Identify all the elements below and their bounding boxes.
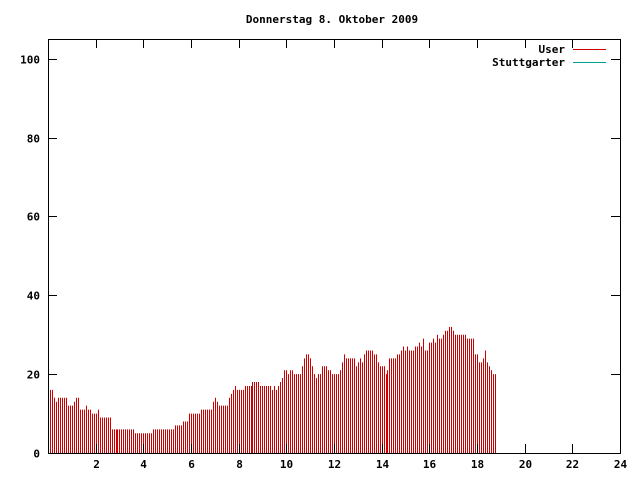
x-tick-label-12: 12 <box>328 458 341 471</box>
chart-title: Donnerstag 8. Oktober 2009 <box>246 13 418 26</box>
x-tick-label-20: 20 <box>519 458 532 471</box>
y-tick-label-80: 80 <box>27 133 40 146</box>
y-tick-label-0: 0 <box>33 448 40 461</box>
x-tick-label-18: 18 <box>471 458 484 471</box>
x-tick-label-6: 6 <box>188 458 195 471</box>
x-tick-label-22: 22 <box>566 458 579 471</box>
x-tick-label-14: 14 <box>376 458 390 471</box>
y-tick-label-60: 60 <box>27 211 40 224</box>
bars-layer <box>48 326 496 453</box>
legend-label-1: Stuttgarter <box>492 56 565 69</box>
y-tick-label-20: 20 <box>27 369 40 382</box>
x-tick-label-10: 10 <box>280 458 293 471</box>
legend-label-0: User <box>539 43 566 56</box>
y-tick-label-100: 100 <box>20 54 40 67</box>
y-tick-label-40: 40 <box>27 290 40 303</box>
x-tick-label-8: 8 <box>236 458 243 471</box>
x-tick-label-24: 24 <box>614 458 628 471</box>
x-tick-label-16: 16 <box>423 458 437 471</box>
x-tick-label-2: 2 <box>93 458 100 471</box>
x-tick-label-4: 4 <box>140 458 147 471</box>
